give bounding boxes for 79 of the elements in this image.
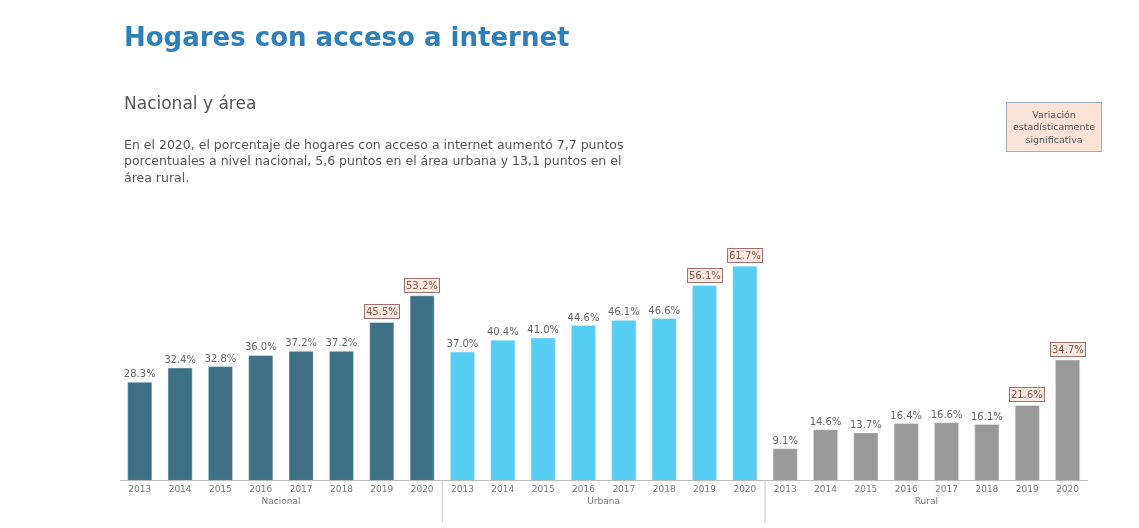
- bar: [248, 355, 274, 481]
- data-label: 40.4%: [486, 326, 519, 338]
- bar: [974, 424, 1000, 481]
- text: En el 2020, el porcentaje de hogares con acceso a internet aumentó 7,7 puntos porcentuales a nivel nacional, 5,6 puntos en el área urbana y 13,1 puntos en el área rural.: [124, 137, 624, 185]
- data-label: 37.0%: [446, 337, 479, 349]
- bar: [127, 381, 153, 481]
- data-label: 32.4%: [164, 353, 196, 365]
- data-label: 44.6%: [567, 311, 600, 323]
- bar: [934, 422, 959, 481]
- bar: [329, 351, 354, 481]
- bar: [571, 325, 596, 481]
- data-label: 16.6%: [930, 408, 963, 420]
- chart-title: Hogares con acceso a internet: [124, 22, 570, 52]
- x-tick-label: 2019: [370, 484, 394, 495]
- x-tick-label: 2015: [531, 484, 555, 495]
- x-tick-label: 2020: [1056, 484, 1080, 495]
- x-tick-label: 2013: [451, 484, 474, 495]
- bar: [853, 432, 879, 481]
- x-tick-label: 2020: [733, 484, 757, 495]
- chart-subtitle: Nacional y área: [124, 93, 257, 113]
- x-tick-label: 2013: [128, 484, 152, 495]
- x-tick-label: 2018: [330, 484, 354, 495]
- annotation: 53.2%: [406, 280, 438, 291]
- annotation: 21.6%: [1011, 389, 1043, 400]
- bar: [893, 423, 919, 481]
- x-tick-label: 2018: [652, 484, 676, 495]
- bar: [732, 265, 758, 481]
- data-label: 13.7%: [849, 418, 882, 430]
- x-tick-label: 2017: [612, 484, 636, 495]
- x-tick-label: 2016: [249, 484, 273, 495]
- data-label: 16.4%: [890, 409, 923, 421]
- bar: [1055, 359, 1080, 481]
- x-tick-label: 2015: [208, 484, 232, 495]
- x-tick-label: 2019: [1015, 484, 1039, 495]
- x-tick-label: 2017: [935, 484, 959, 495]
- text: Variación estadísticamente significativa: [1013, 109, 1096, 145]
- x-axis-title: Nacional: [261, 496, 301, 507]
- x-axis-title: Rural: [914, 496, 939, 507]
- bar: [692, 285, 717, 481]
- data-label: 28.3%: [123, 368, 156, 380]
- data-label: 32.8%: [204, 352, 237, 364]
- bar: [813, 429, 838, 481]
- x-tick-label: 2017: [289, 484, 313, 495]
- x-tick-label: 2018: [975, 484, 999, 495]
- data-label: 46.1%: [607, 306, 640, 318]
- bar: [1014, 405, 1040, 481]
- annotation: 56.1%: [689, 270, 721, 281]
- data-label: 16.1%: [971, 410, 1003, 422]
- x-tick-label: 2016: [894, 484, 918, 495]
- bar: [208, 366, 233, 481]
- bar: [369, 322, 395, 481]
- data-label: 37.2%: [325, 337, 358, 349]
- data-label: 46.6%: [648, 304, 681, 316]
- x-tick-label: 2014: [168, 484, 192, 495]
- x-tick-label: 2015: [854, 484, 878, 495]
- x-axis-title: Urbana: [587, 496, 621, 507]
- annotation: 61.7%: [729, 250, 761, 261]
- bar: [530, 337, 556, 481]
- x-tick-label: 2020: [410, 484, 434, 495]
- x-tick-label: 2014: [814, 484, 838, 495]
- x-tick-label: 2019: [693, 484, 717, 495]
- bar: [167, 367, 193, 481]
- x-tick-label: 2014: [491, 484, 515, 495]
- data-label: 14.6%: [809, 415, 842, 427]
- data-label: 36.0%: [244, 341, 277, 353]
- bar: [490, 339, 516, 481]
- bar: [772, 448, 798, 481]
- bar: [409, 295, 435, 481]
- data-label: 37.2%: [285, 337, 318, 349]
- bar: [611, 320, 637, 481]
- data-label: 41.0%: [527, 324, 560, 336]
- x-tick-label: 2016: [572, 484, 596, 495]
- bar: [288, 351, 314, 481]
- bar: [651, 318, 677, 481]
- bar: [450, 351, 475, 481]
- annotation: 45.5%: [366, 306, 398, 317]
- x-tick-label: 2013: [773, 484, 797, 495]
- data-label: 9.1%: [772, 434, 798, 446]
- annotation: 34.7%: [1052, 344, 1084, 355]
